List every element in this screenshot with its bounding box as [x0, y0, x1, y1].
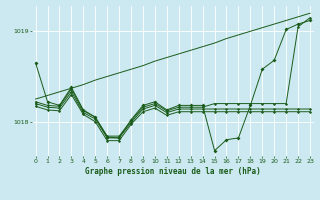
- X-axis label: Graphe pression niveau de la mer (hPa): Graphe pression niveau de la mer (hPa): [85, 167, 261, 176]
